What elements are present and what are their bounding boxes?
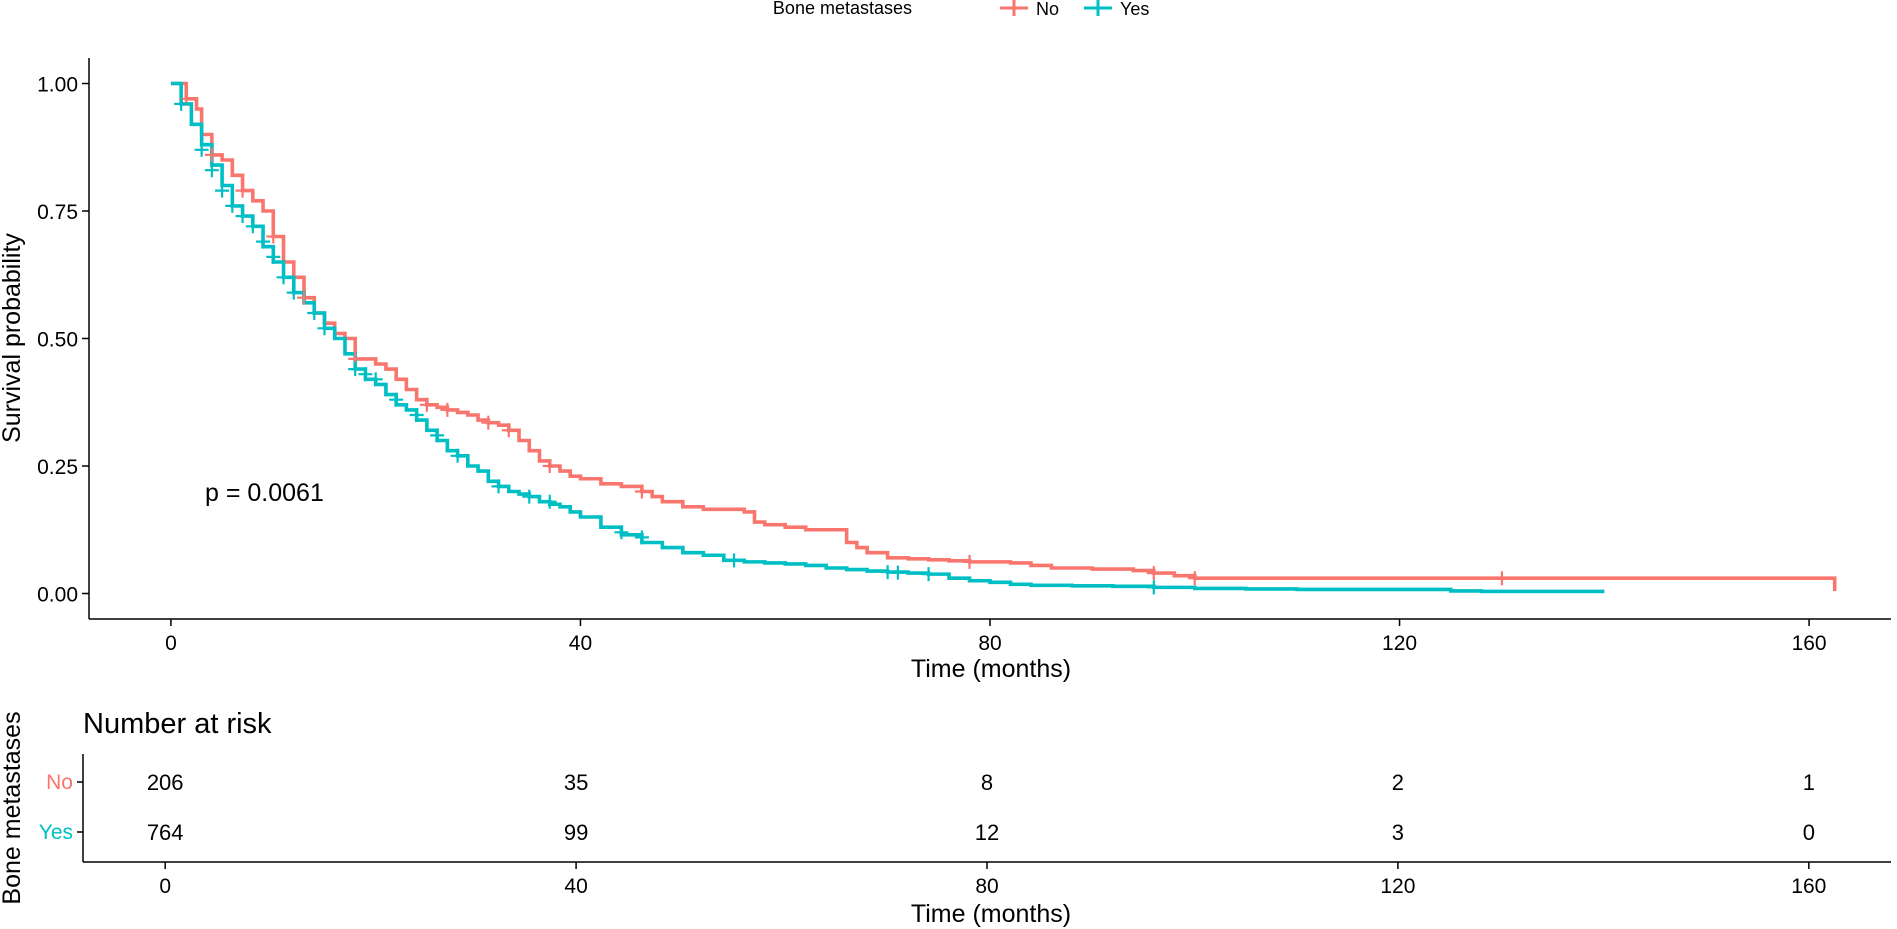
y-tick-label: 0.00 <box>37 584 78 607</box>
censor-mark-yes <box>389 392 404 407</box>
risk-cell: 206 <box>147 770 184 795</box>
x-tick-label: 80 <box>978 632 1001 655</box>
censor-mark-yes <box>225 198 240 213</box>
legend-key-yes <box>1084 0 1112 16</box>
risk-cell: 35 <box>564 770 588 795</box>
y-tick-label: 1.00 <box>37 74 78 97</box>
risk-cell: 99 <box>564 820 588 845</box>
censor-mark-yes <box>542 494 557 509</box>
censor-mark-yes <box>194 142 209 157</box>
legend: Bone metastases No Yes <box>773 0 1149 19</box>
x-axis-title: Time (months) <box>911 655 1071 683</box>
x-ticks: 0 40 80 120 160 <box>165 619 1827 655</box>
risk-x-tick-label: 40 <box>564 875 587 898</box>
risk-cell: 764 <box>147 820 184 845</box>
risk-cell: 1 <box>1803 770 1815 795</box>
risk-cell: 12 <box>975 820 999 845</box>
p-value-annotation: p = 0.0061 <box>205 479 324 507</box>
censor-mark-yes <box>358 367 373 382</box>
legend-title: Bone metastases <box>773 0 912 18</box>
censor-mark-yes <box>286 285 301 300</box>
censor-mark-no <box>266 229 281 244</box>
censor-mark-yes <box>266 249 281 264</box>
censor-mark-yes <box>430 428 445 443</box>
risk-table-title: Number at risk <box>83 708 272 740</box>
x-tick-label: 40 <box>569 632 592 655</box>
censor-mark-no <box>297 290 312 305</box>
censor-mark-yes <box>256 234 271 249</box>
censor-mark-no <box>634 484 649 499</box>
survival-curve-yes <box>170 81 1605 594</box>
risk-x-tick-label: 120 <box>1380 875 1415 898</box>
survival-curve-no <box>170 81 1837 591</box>
censor-mark-no <box>501 423 516 438</box>
censor-mark-yes <box>890 565 905 580</box>
censor-mark-yes <box>368 372 383 387</box>
risk-table-y-title: Bone metastases <box>0 711 26 904</box>
y-tick-label: 0.75 <box>37 201 78 224</box>
censor-mark-yes <box>276 270 291 285</box>
risk-table-cells: 206 35 8 2 1 764 99 12 3 0 <box>147 770 1815 845</box>
censor-mark-yes <box>307 306 322 320</box>
y-tick-label: 0.50 <box>37 329 78 352</box>
censor-mark-no <box>440 402 455 417</box>
censor-mark-yes <box>235 209 250 224</box>
censor-mark-yes <box>727 553 742 568</box>
survival-plot-axes <box>88 58 1891 620</box>
censor-mark-yes <box>215 183 230 198</box>
censor-mark-yes <box>317 321 332 336</box>
censor-mark-yes <box>491 479 506 494</box>
censor-mark-yes <box>614 525 629 540</box>
risk-row-label-no: No <box>46 771 73 794</box>
censor-mark-no <box>1187 571 1202 586</box>
censor-mark-no <box>542 459 557 473</box>
censor-mark-yes <box>921 567 936 582</box>
censor-mark-yes <box>204 163 219 178</box>
survival-curves <box>170 81 1837 594</box>
y-tick-label: 0.25 <box>37 456 78 479</box>
censor-mark-yes <box>634 530 649 545</box>
y-ticks: 0.00 0.25 0.50 0.75 1.00 <box>37 74 89 607</box>
legend-label-no: No <box>1036 0 1059 19</box>
risk-x-tick-label: 0 <box>159 875 171 898</box>
risk-x-tick-label: 160 <box>1791 875 1826 898</box>
x-tick-label: 0 <box>165 632 177 655</box>
risk-cell: 3 <box>1392 820 1404 845</box>
risk-table-x-ticks: 0 40 80 120 160 <box>159 862 1826 898</box>
censor-mark-yes <box>522 489 537 504</box>
censor-marks <box>174 91 1509 595</box>
risk-table-row-labels: No Yes <box>39 771 83 844</box>
risk-cell: 2 <box>1392 770 1404 795</box>
censor-mark-no <box>204 147 219 162</box>
censor-mark-no <box>481 415 496 430</box>
censor-mark-no <box>1146 566 1161 581</box>
censor-mark-no <box>419 397 434 412</box>
risk-cell: 0 <box>1803 820 1815 845</box>
censor-mark-yes <box>245 219 260 234</box>
censor-mark-yes <box>409 408 424 422</box>
censor-mark-yes <box>450 448 465 463</box>
x-tick-label: 160 <box>1792 632 1827 655</box>
risk-table-x-title: Time (months) <box>911 900 1071 928</box>
y-axis-title: Survival probability <box>0 233 26 443</box>
censor-mark-no <box>235 183 250 198</box>
legend-label-yes: Yes <box>1120 0 1149 19</box>
risk-cell: 8 <box>981 770 993 795</box>
risk-x-tick-label: 80 <box>975 875 998 898</box>
censor-mark-yes <box>1146 580 1161 595</box>
risk-row-label-yes: Yes <box>39 821 73 844</box>
censor-mark-no <box>1494 571 1509 586</box>
censor-mark-yes <box>348 362 363 377</box>
x-tick-label: 120 <box>1382 632 1417 655</box>
censor-mark-no <box>962 554 977 569</box>
legend-key-no <box>1000 0 1028 16</box>
censor-mark-yes <box>174 96 189 111</box>
legend-entries: No Yes <box>1000 0 1149 19</box>
